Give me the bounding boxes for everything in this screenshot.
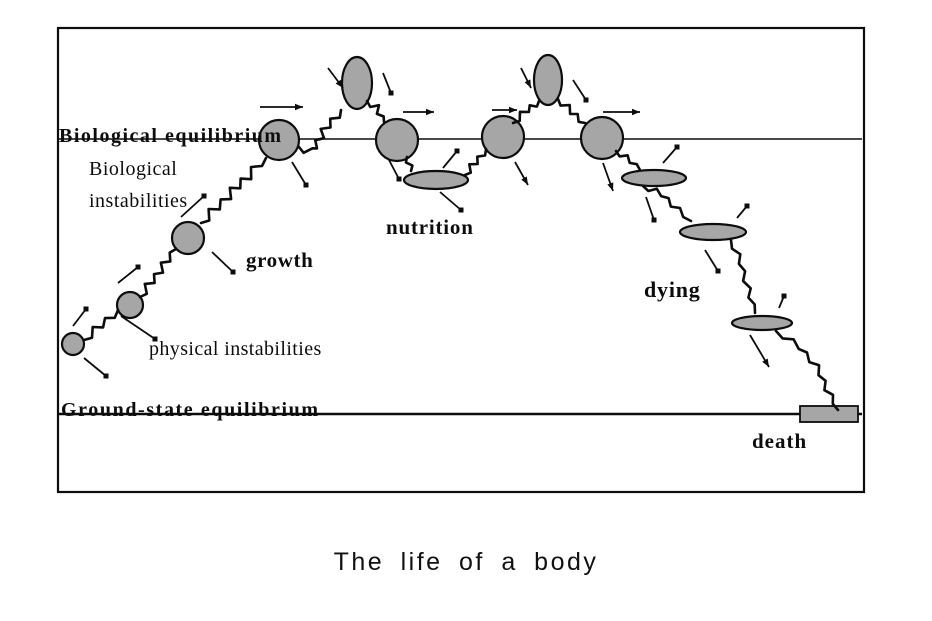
instability-arrow	[492, 106, 517, 114]
instability-arrow	[382, 72, 394, 96]
life-path-segment	[199, 156, 268, 225]
instability-arrow	[291, 161, 309, 188]
instability-arrow	[749, 334, 770, 368]
instability-arrow	[662, 144, 680, 164]
life-path-segment	[729, 238, 757, 315]
body-blob	[678, 222, 748, 242]
body-blob	[60, 331, 86, 357]
body-blob	[730, 314, 794, 332]
instability-arrow	[260, 103, 303, 111]
instability-arrow	[603, 108, 640, 116]
life-path-segment	[365, 99, 386, 124]
life-path-segment	[774, 329, 840, 412]
death-marker	[799, 405, 859, 423]
label-dying: dying	[644, 277, 701, 302]
instability-arrow	[778, 293, 787, 309]
instability-arrow	[388, 159, 402, 182]
label-biological-equilibrium: Biological equilibrium	[59, 125, 283, 147]
body-blob	[170, 220, 206, 256]
life-path-segment	[511, 99, 541, 125]
body-blob	[579, 115, 625, 161]
label-death: death	[752, 429, 808, 453]
body-blob	[374, 117, 420, 163]
instability-arrow	[327, 67, 344, 89]
body-blob	[532, 53, 564, 107]
instability-arrow	[704, 249, 721, 274]
instability-arrow	[520, 67, 532, 89]
label-ground-state-equilibrium: Ground-state equilibrium	[61, 399, 320, 421]
body-blob	[257, 118, 301, 162]
instability-arrow	[180, 193, 207, 218]
body-blob	[402, 169, 470, 191]
label-biological-instabilities: Biological instabilities	[89, 153, 188, 217]
instability-arrow	[602, 162, 614, 192]
label-nutrition: nutrition	[386, 215, 474, 239]
label-biological-instabilities-line2: instabilities	[89, 190, 188, 212]
life-path-segment	[463, 147, 488, 177]
instability-arrow	[83, 357, 109, 379]
instability-arrow	[439, 191, 464, 213]
instability-arrow	[572, 79, 589, 103]
instability-arrow	[120, 315, 158, 342]
instability-arrow	[211, 251, 236, 275]
label-physical-instabilities: physical instabilities	[149, 338, 322, 360]
instability-arrow	[403, 108, 434, 116]
body-blob	[620, 168, 688, 188]
instability-arrow	[645, 196, 657, 223]
instability-arrow	[72, 306, 89, 327]
life-path-segment	[82, 308, 120, 342]
label-growth: growth	[246, 248, 314, 272]
instability-arrow	[736, 203, 750, 219]
life-path-segment	[297, 108, 343, 155]
life-path-segment	[138, 247, 178, 299]
body-blob	[340, 55, 374, 111]
life-path-segment	[614, 149, 642, 172]
figure-caption: The life of a body	[333, 548, 599, 576]
life-path-segment	[404, 155, 414, 173]
label-biological-instabilities-line1: Biological	[89, 158, 178, 180]
instability-arrow	[442, 148, 460, 169]
life-path-segment	[556, 97, 587, 125]
instability-arrow	[117, 264, 141, 284]
body-blob	[480, 114, 526, 160]
body-blob	[115, 290, 145, 320]
figure-frame	[56, 26, 866, 494]
instability-arrow	[514, 161, 529, 186]
life-path-segment	[641, 184, 693, 223]
